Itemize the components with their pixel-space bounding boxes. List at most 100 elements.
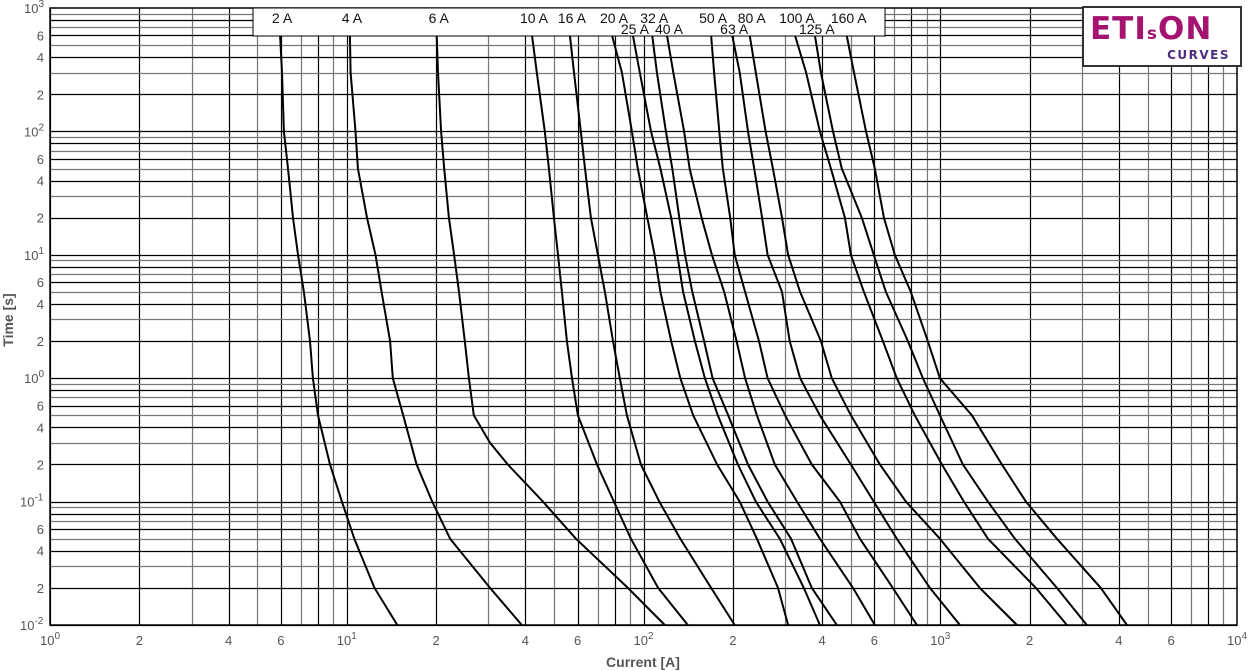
curve-10a: [531, 35, 689, 626]
y-tick-exponent: -1: [34, 493, 43, 504]
curve-label-box: 2 A 4 A 6 A 10 A 16 A 20 A25 A32 A40 A 50 A63 …: [252, 7, 886, 37]
x-tick-base: 4: [819, 633, 826, 648]
curve-40a: [666, 35, 876, 626]
x-tick-label: 104: [1227, 631, 1247, 648]
y-tick-exponent: 0: [38, 369, 44, 380]
y-tick-label: 6: [37, 399, 44, 414]
x-tick-base: 4: [1115, 633, 1122, 648]
x-tick-base: 10: [337, 633, 351, 648]
y-tick-base: 4: [37, 544, 44, 559]
y-tick-exponent: 3: [38, 0, 44, 10]
x-tick-exponent: 4: [1241, 631, 1247, 642]
curve-label: 125 A: [799, 21, 835, 37]
x-axis-label: Current [A]: [606, 654, 680, 670]
logo-wordmark: ETIsON: [1090, 12, 1212, 51]
curve-32a: [651, 35, 838, 626]
y-tick-base: 2: [37, 334, 44, 349]
x-tick-base: 10: [930, 633, 944, 648]
x-tick-label: 100: [40, 631, 60, 648]
y-axis-label: Time [s]: [0, 293, 16, 346]
y-tick-label: 101: [24, 246, 44, 263]
curve-label: 100 A: [779, 10, 815, 26]
y-tick-base: 6: [37, 152, 44, 167]
x-tick-base: 2: [1026, 633, 1033, 648]
y-tick-base: 2: [37, 457, 44, 472]
y-tick-label: 100: [24, 369, 44, 386]
y-tick-base: 6: [37, 275, 44, 290]
x-tick-label: 6: [871, 633, 878, 648]
x-tick-base: 2: [136, 633, 143, 648]
curve-80a: [748, 35, 1018, 626]
curve-2a: [279, 35, 399, 626]
x-tick-label: 2: [432, 633, 439, 648]
curve-label: 50 A: [699, 10, 728, 26]
etison-curves-logo: ETIsON CURVES: [1082, 6, 1242, 67]
curve-125a: [813, 35, 1088, 626]
y-tick-base: 6: [37, 522, 44, 537]
curve-label: 6 A: [429, 10, 450, 26]
x-tick-exponent: 2: [648, 631, 654, 642]
y-tick-label: 4: [37, 50, 44, 65]
curve-label: 160 A: [831, 10, 867, 26]
y-tick-label: 6: [37, 522, 44, 537]
y-tick-base: 2: [37, 211, 44, 226]
x-tick-label: 6: [277, 633, 284, 648]
y-tick-exponent: 1: [38, 246, 44, 257]
logo-subtitle: CURVES: [1167, 48, 1230, 62]
curve-50a: [710, 35, 918, 626]
y-tick-label: 102: [24, 122, 44, 139]
curve-16a: [568, 35, 736, 626]
x-tick-label: 102: [633, 631, 653, 648]
logo-letters: ETI: [1090, 11, 1147, 47]
x-tick-label: 4: [522, 633, 529, 648]
curve-20a: [611, 35, 790, 626]
x-tick-label: 4: [819, 633, 826, 648]
y-tick-base: 10: [24, 371, 38, 386]
x-tick-label: 2: [136, 633, 143, 648]
x-tick-label: 101: [337, 631, 357, 648]
curve-63a: [731, 35, 961, 626]
y-tick-base: 4: [37, 420, 44, 435]
curve-label: 63 A: [720, 21, 749, 37]
x-tick-base: 6: [1168, 633, 1175, 648]
y-tick-label: 2: [37, 334, 44, 349]
y-tick-base: 4: [37, 50, 44, 65]
y-tick-label: 4: [37, 420, 44, 435]
y-tick-label: 2: [37, 457, 44, 472]
y-tick-label: 4: [37, 544, 44, 559]
y-tick-base: 10: [20, 618, 34, 633]
curve-label: 4 A: [342, 10, 363, 26]
curve-100a: [794, 35, 1068, 626]
x-tick-base: 2: [432, 633, 439, 648]
x-tick-exponent: 3: [945, 631, 951, 642]
y-tick-base: 6: [37, 28, 44, 43]
curve-label: 10 A: [520, 10, 549, 26]
curves: [279, 35, 1128, 626]
curve-label: 20 A: [600, 10, 629, 26]
x-tick-label: 103: [930, 631, 950, 648]
grid: [49, 8, 1237, 627]
curve-label: 80 A: [738, 10, 767, 26]
x-tick-base: 10: [1227, 633, 1241, 648]
y-tick-base: 2: [37, 581, 44, 596]
x-tick-base: 4: [522, 633, 529, 648]
x-tick-label: 4: [225, 633, 232, 648]
y-tick-exponent: 2: [38, 122, 44, 133]
x-tick-label: 6: [574, 633, 581, 648]
y-tick-base: 4: [37, 297, 44, 312]
y-tick-base: 10: [24, 124, 38, 139]
plot-frame: [49, 7, 1238, 626]
x-tick-base: 6: [277, 633, 284, 648]
x-tick-exponent: 1: [351, 631, 357, 642]
x-tick-base: 10: [40, 633, 54, 648]
x-tick-exponent: 0: [54, 631, 60, 642]
x-tick-label: 2: [729, 633, 736, 648]
x-tick-base: 2: [729, 633, 736, 648]
y-tick-label: 6: [37, 28, 44, 43]
y-tick-label: 6: [37, 152, 44, 167]
y-tick-label: 2: [37, 581, 44, 596]
logo-letters: ON: [1157, 11, 1213, 47]
y-tick-label: 103: [24, 0, 44, 16]
curve-label: 2 A: [272, 10, 293, 26]
